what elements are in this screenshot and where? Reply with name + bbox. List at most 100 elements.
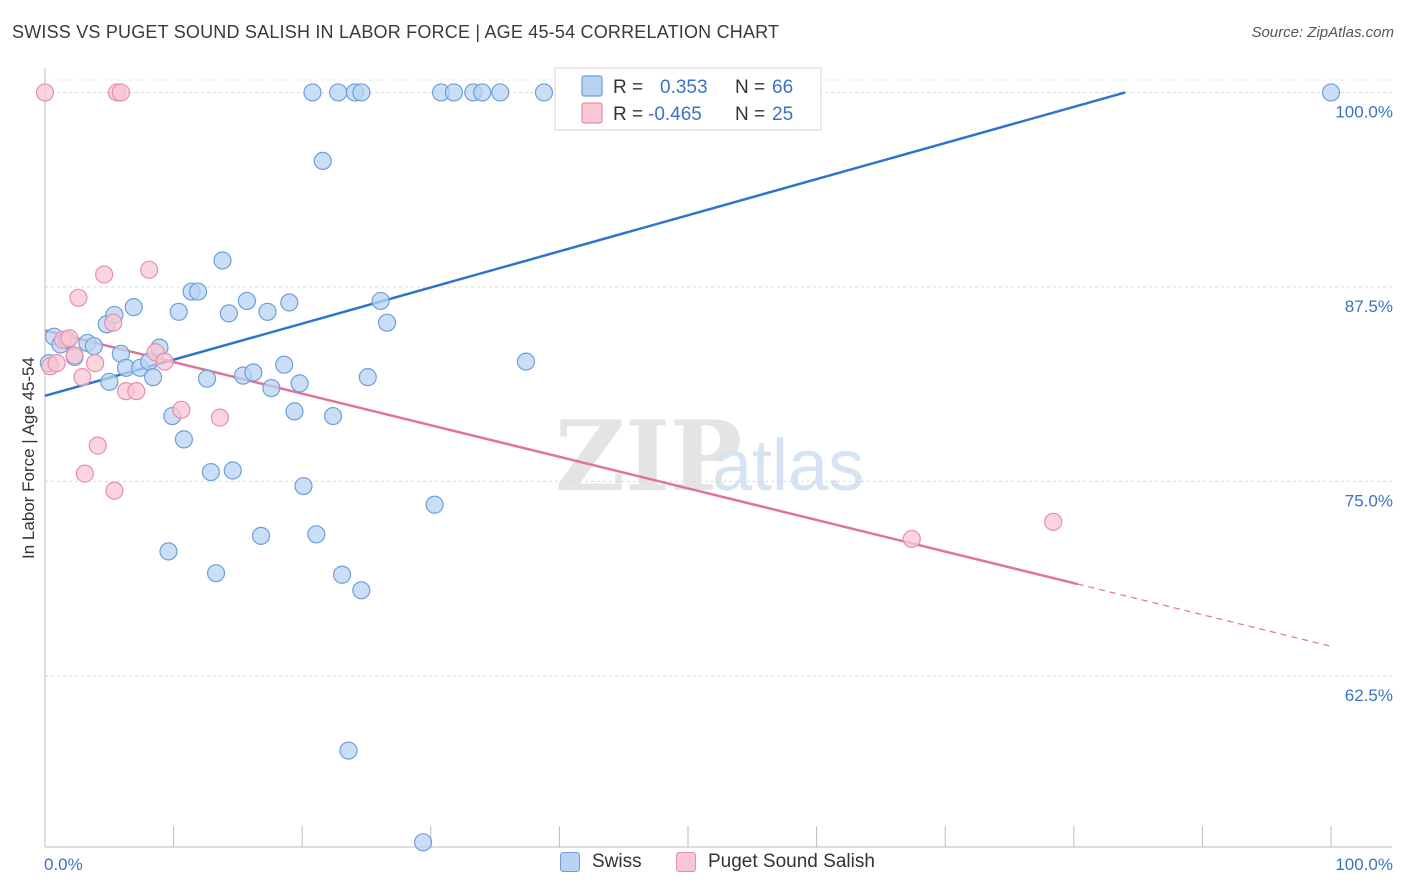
point-swiss: [413, 833, 433, 852]
bottom-legend-swatch-swiss: [560, 852, 580, 872]
trend-line-salish-extension: [1077, 583, 1332, 647]
point-swiss: [143, 368, 163, 387]
point-swiss: [473, 83, 492, 102]
point-swiss: [358, 368, 377, 387]
point-salish: [105, 481, 124, 500]
x-tick-labels: 0.0% 100.0%: [44, 855, 1393, 874]
legend-r-label-salish: R =: [613, 104, 643, 125]
point-swiss: [206, 564, 226, 583]
legend-r-label-swiss: R =: [613, 77, 643, 98]
point-swiss: [169, 302, 188, 321]
point-swiss: [223, 461, 242, 480]
point-salish: [140, 260, 159, 279]
chart-source: Source: ZipAtlas.com: [1251, 24, 1394, 41]
point-swiss: [332, 565, 352, 584]
point-swiss: [352, 581, 371, 600]
bottom-legend-label-swiss: Swiss: [592, 851, 642, 872]
bottom-legend-item-swiss: Swiss: [560, 851, 642, 873]
bottom-legend-swatch-salish: [676, 852, 696, 872]
point-salish: [172, 400, 191, 419]
point-salish: [69, 288, 88, 307]
point-salish: [47, 354, 66, 373]
point-swiss: [303, 83, 322, 102]
point-salish: [127, 382, 146, 401]
legend-n-label-swiss: N =: [735, 77, 765, 98]
point-swiss: [280, 293, 299, 312]
y-tick-label: 87.5%: [1345, 297, 1393, 316]
point-salish: [35, 83, 55, 102]
point-swiss: [307, 525, 326, 544]
point-swiss: [159, 542, 178, 561]
y-tick-labels: 62.5% 75.0% 87.5% 100.0%: [1335, 102, 1393, 704]
legend-swatch-salish: [581, 102, 603, 124]
legend-swatch-swiss: [581, 75, 603, 97]
x-tick-label-max: 100.0%: [1335, 855, 1393, 874]
point-swiss: [329, 83, 348, 102]
point-salish: [902, 529, 921, 549]
point-swiss: [275, 355, 294, 374]
point-salish: [104, 313, 123, 332]
point-salish: [95, 265, 114, 284]
point-salish: [88, 436, 107, 455]
watermark: ZIP atlas: [555, 400, 864, 513]
point-swiss: [323, 406, 343, 426]
point-swiss: [100, 372, 119, 391]
point-swiss: [516, 352, 536, 371]
point-swiss: [425, 495, 444, 514]
point-swiss: [258, 302, 277, 321]
point-salish: [210, 408, 229, 427]
data-points: [35, 83, 1341, 852]
point-swiss: [188, 282, 208, 301]
y-tick-label: 75.0%: [1345, 491, 1393, 510]
point-swiss: [237, 291, 257, 311]
x-tick-label-min: 0.0%: [44, 855, 83, 874]
legend-n-value-swiss: 66: [772, 77, 793, 98]
point-swiss: [213, 251, 232, 270]
point-salish: [155, 352, 174, 371]
point-swiss: [174, 430, 193, 449]
y-tick-label: 62.5%: [1345, 686, 1393, 705]
point-swiss: [124, 298, 143, 317]
trend-line-salish: [44, 329, 1078, 586]
point-salish: [75, 464, 94, 483]
point-swiss: [377, 313, 397, 332]
point-swiss: [197, 369, 217, 388]
point-swiss: [251, 526, 271, 545]
y-tick-label: 100.0%: [1335, 102, 1393, 121]
bottom-legend-label-salish: Puget Sound Salish: [708, 851, 875, 872]
legend-n-value-salish: 25: [772, 104, 793, 125]
watermark-atlas: atlas: [712, 426, 864, 506]
legend: R = 0.353 N = 66 R = -0.465 N = 25: [554, 67, 822, 131]
legend-n-label-salish: N =: [735, 104, 765, 125]
point-swiss: [290, 374, 309, 393]
point-swiss: [285, 402, 304, 421]
point-swiss: [491, 83, 510, 102]
point-swiss: [84, 336, 103, 356]
point-swiss: [201, 462, 220, 482]
point-swiss: [339, 741, 358, 760]
point-swiss: [313, 151, 332, 171]
point-salish: [65, 346, 84, 365]
bottom-legend-item-salish: Puget Sound Salish: [676, 851, 875, 873]
point-salish: [73, 368, 92, 387]
point-salish: [86, 354, 105, 373]
bottom-legend: Swiss Puget Sound Salish: [0, 851, 1406, 877]
point-swiss: [1321, 83, 1341, 102]
point-swiss: [352, 83, 371, 102]
axes: [44, 68, 1392, 848]
point-swiss: [444, 83, 464, 102]
point-salish: [111, 83, 130, 102]
legend-r-value-swiss: 0.353: [660, 77, 708, 98]
point-swiss: [219, 304, 238, 323]
point-salish: [1044, 512, 1063, 531]
point-swiss: [534, 83, 554, 102]
point-salish: [60, 329, 79, 348]
trend-line-swiss: [44, 91, 1126, 398]
legend-r-value-salish: -0.465: [648, 104, 702, 125]
point-swiss: [244, 363, 263, 382]
point-swiss: [262, 378, 281, 398]
point-swiss: [294, 476, 313, 496]
chart-title: SWISS VS PUGET SOUND SALISH IN LABOR FOR…: [12, 22, 780, 42]
point-swiss: [371, 291, 390, 311]
